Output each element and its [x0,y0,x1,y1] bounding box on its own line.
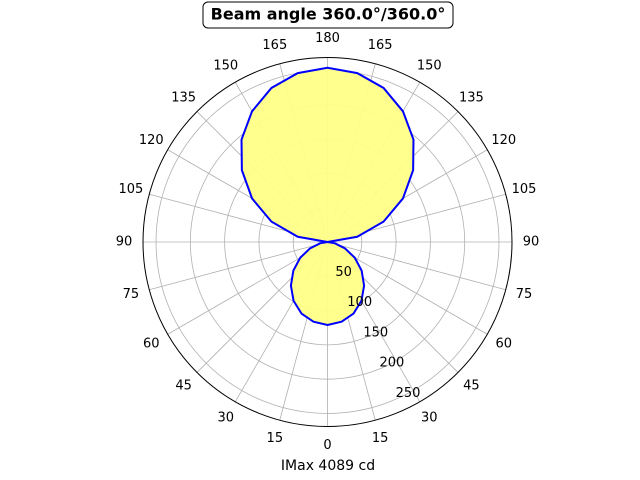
angle-tick-label: 75 [123,287,140,302]
angle-tick-label: 180 [315,31,340,46]
x-axis-label: IMax 4089 cd [281,458,375,474]
angle-tick-label: 150 [213,58,238,73]
angle-tick-label: 0 [323,438,331,453]
radial-tick-label: 250 [396,386,421,401]
angle-tick-label: 90 [116,235,133,250]
angle-tick-label: 45 [463,378,480,393]
grid-spoke [327,241,506,291]
angle-tick-label: 105 [512,182,537,197]
radial-tick-label: 150 [363,325,388,340]
angle-tick-label: 150 [417,58,442,73]
angle-tick-label: 75 [516,287,533,302]
radial-tick-label: 100 [347,295,372,310]
angle-tick-label: 120 [491,133,516,148]
angle-tick-label: 135 [459,91,484,106]
angle-tick-label: 135 [171,91,196,106]
radial-tick-label: 50 [335,265,352,280]
grid-spoke [149,241,328,291]
angle-tick-label: 15 [267,431,284,446]
angle-tick-label: 105 [119,182,144,197]
polar-frame [142,57,513,427]
angle-tick-label: 165 [262,38,287,53]
angle-tick-label: 90 [523,235,540,250]
beam-curve [240,66,415,327]
angle-tick-label: 30 [217,411,234,426]
radial-tick-label: 200 [379,356,404,371]
angle-tick-label: 60 [143,336,160,351]
angle-tick-label: 15 [372,431,389,446]
angle-tick-label: 120 [139,133,164,148]
angle-tick-label: 45 [175,378,192,393]
angle-tick-label: 165 [368,38,393,53]
chart-title: Beam angle 360.0°/360.0° [211,5,446,24]
angle-tick-label: 60 [495,336,512,351]
angle-tick-label: 30 [421,411,438,426]
title-box [202,1,454,29]
